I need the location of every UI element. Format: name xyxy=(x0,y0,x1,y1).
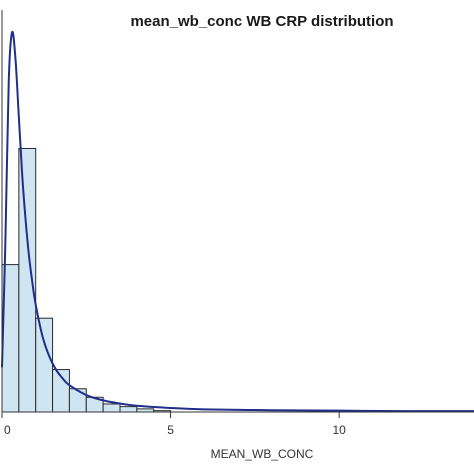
histogram-bar-6 xyxy=(102,403,121,413)
histogram-bar-7 xyxy=(119,406,138,413)
x-tick-label-2: 10 xyxy=(332,423,346,437)
chart-title: mean_wb_conc WB CRP distribution xyxy=(130,13,393,30)
histogram-bars xyxy=(1,147,172,413)
histogram-bar-1 xyxy=(18,147,37,413)
x-axis-ticks: 0 5 10 xyxy=(1,412,346,437)
density-curve xyxy=(1,30,474,413)
histogram-bar-4 xyxy=(68,388,87,413)
histogram-bar-2 xyxy=(35,317,54,413)
x-tick-label-1: 5 xyxy=(167,423,174,437)
x-axis-label: MEAN_WB_CONC xyxy=(211,447,314,461)
x-tick-label-0: 0 xyxy=(4,423,11,437)
